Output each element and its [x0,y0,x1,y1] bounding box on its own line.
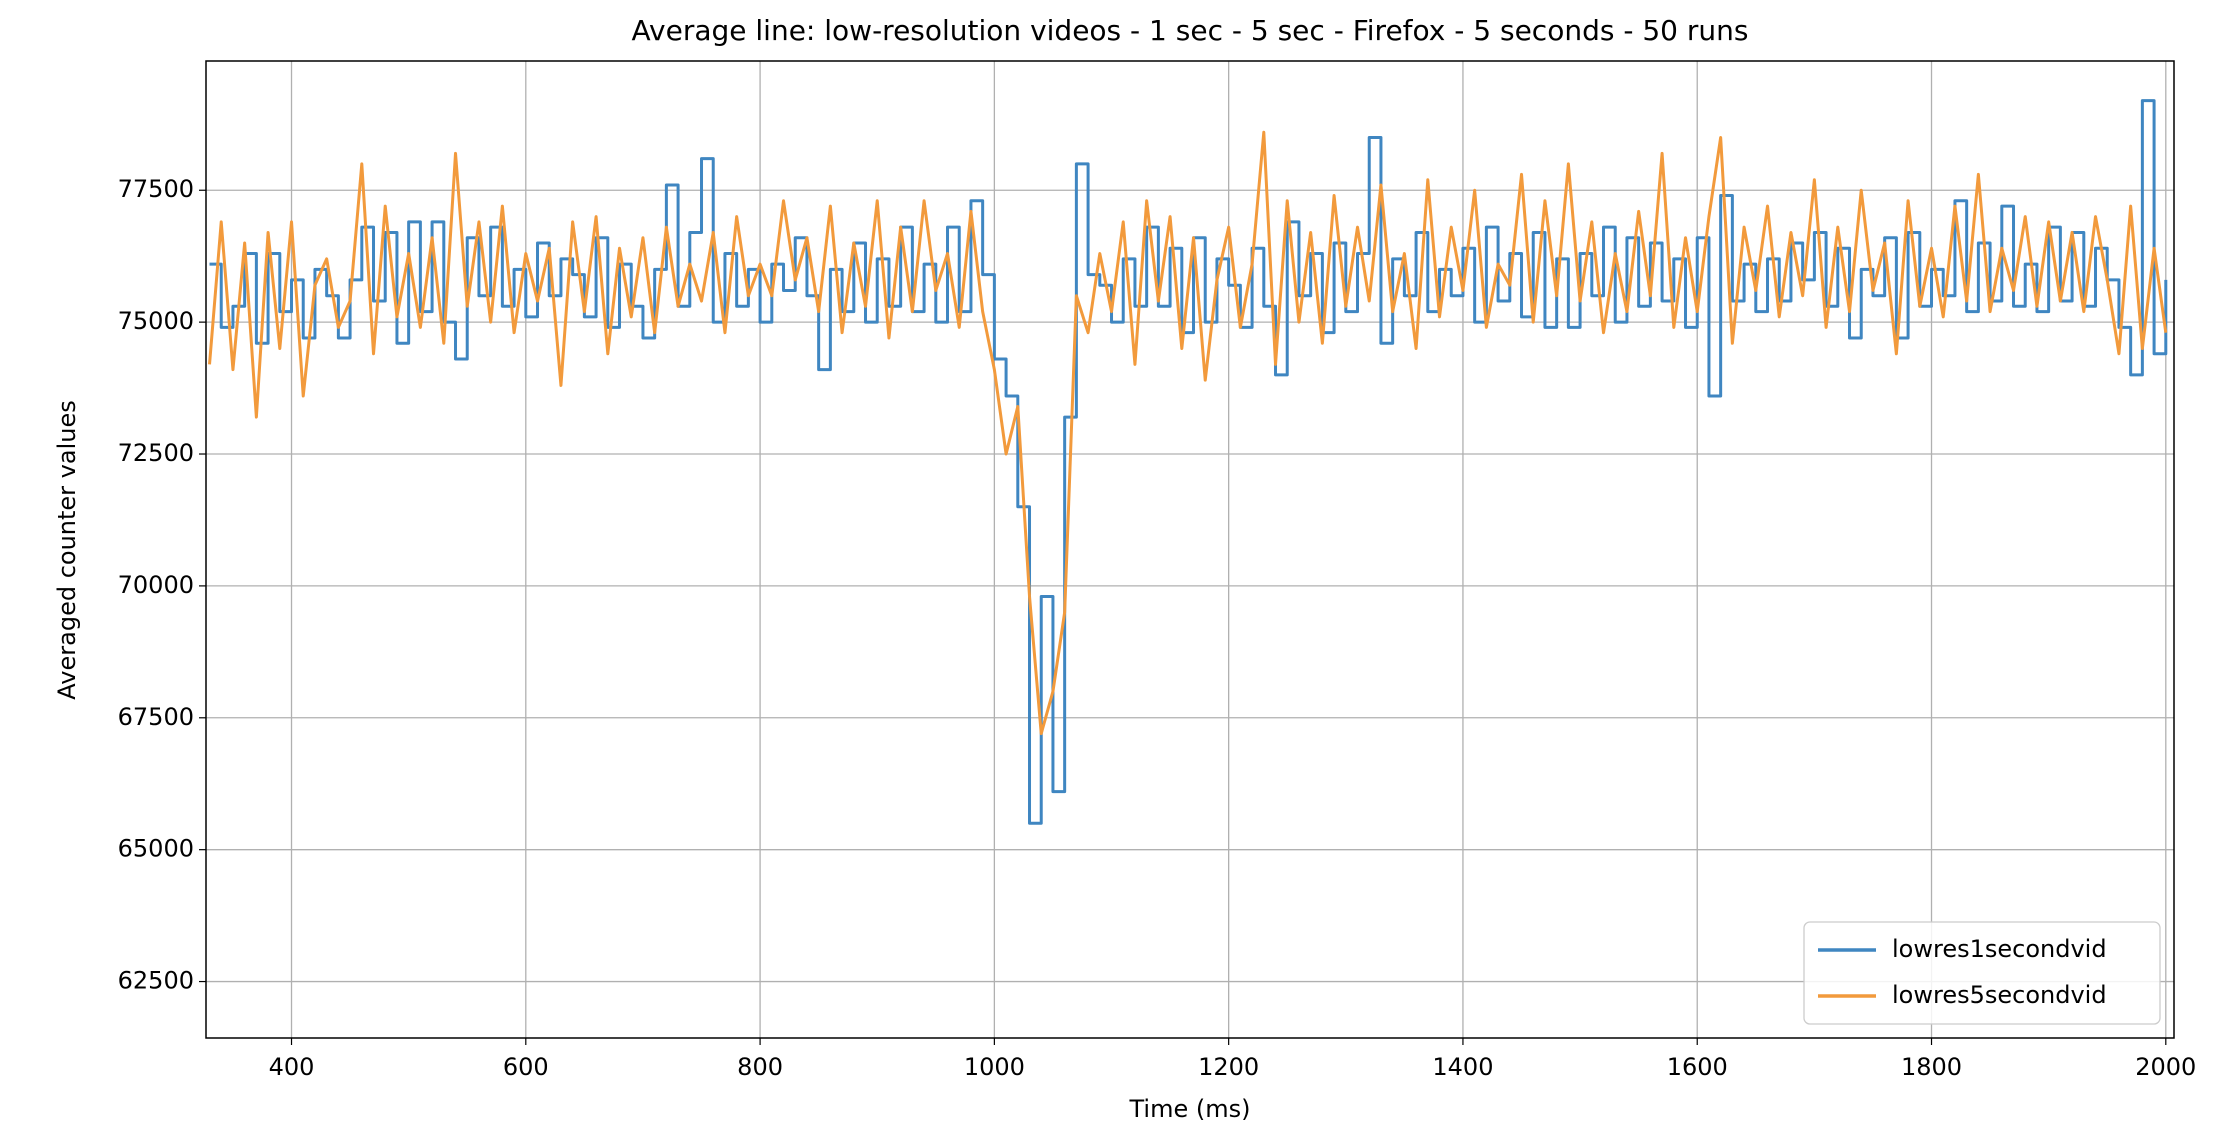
data-line [208,130,2168,736]
x-tick-label: 1200 [1198,1053,1259,1081]
y-tick-label: 70000 [118,571,194,599]
x-tick-label: 1400 [1432,1053,1493,1081]
x-tick-label: 1800 [1901,1053,1962,1081]
x-tick-label: 1600 [1667,1053,1728,1081]
x-tick-label: 800 [737,1053,783,1081]
x-tick-label: 2000 [2135,1053,2196,1081]
plot-frame [205,60,2175,1039]
x-tick-label: 400 [269,1053,315,1081]
legend-label: lowres5secondvid [1892,981,2107,1009]
x-tick-label: 600 [503,1053,549,1081]
y-axis-label: Averaged counter values [53,400,81,699]
legend-box [1803,921,2161,1025]
y-tick-label: 77500 [118,175,194,203]
y-tick-label: 67500 [118,703,194,731]
x-tick-label: 1000 [964,1053,1025,1081]
y-tick-label: 72500 [118,439,194,467]
legend-label: lowres1secondvid [1892,935,2107,963]
chart-title: Average line: low-resolution videos - 1 … [632,14,1749,47]
y-tick-label: 75000 [118,307,194,335]
y-tick-label: 62500 [118,967,194,995]
x-axis-label: Time (ms) [1129,1095,1251,1123]
y-tick-label: 65000 [118,835,194,863]
